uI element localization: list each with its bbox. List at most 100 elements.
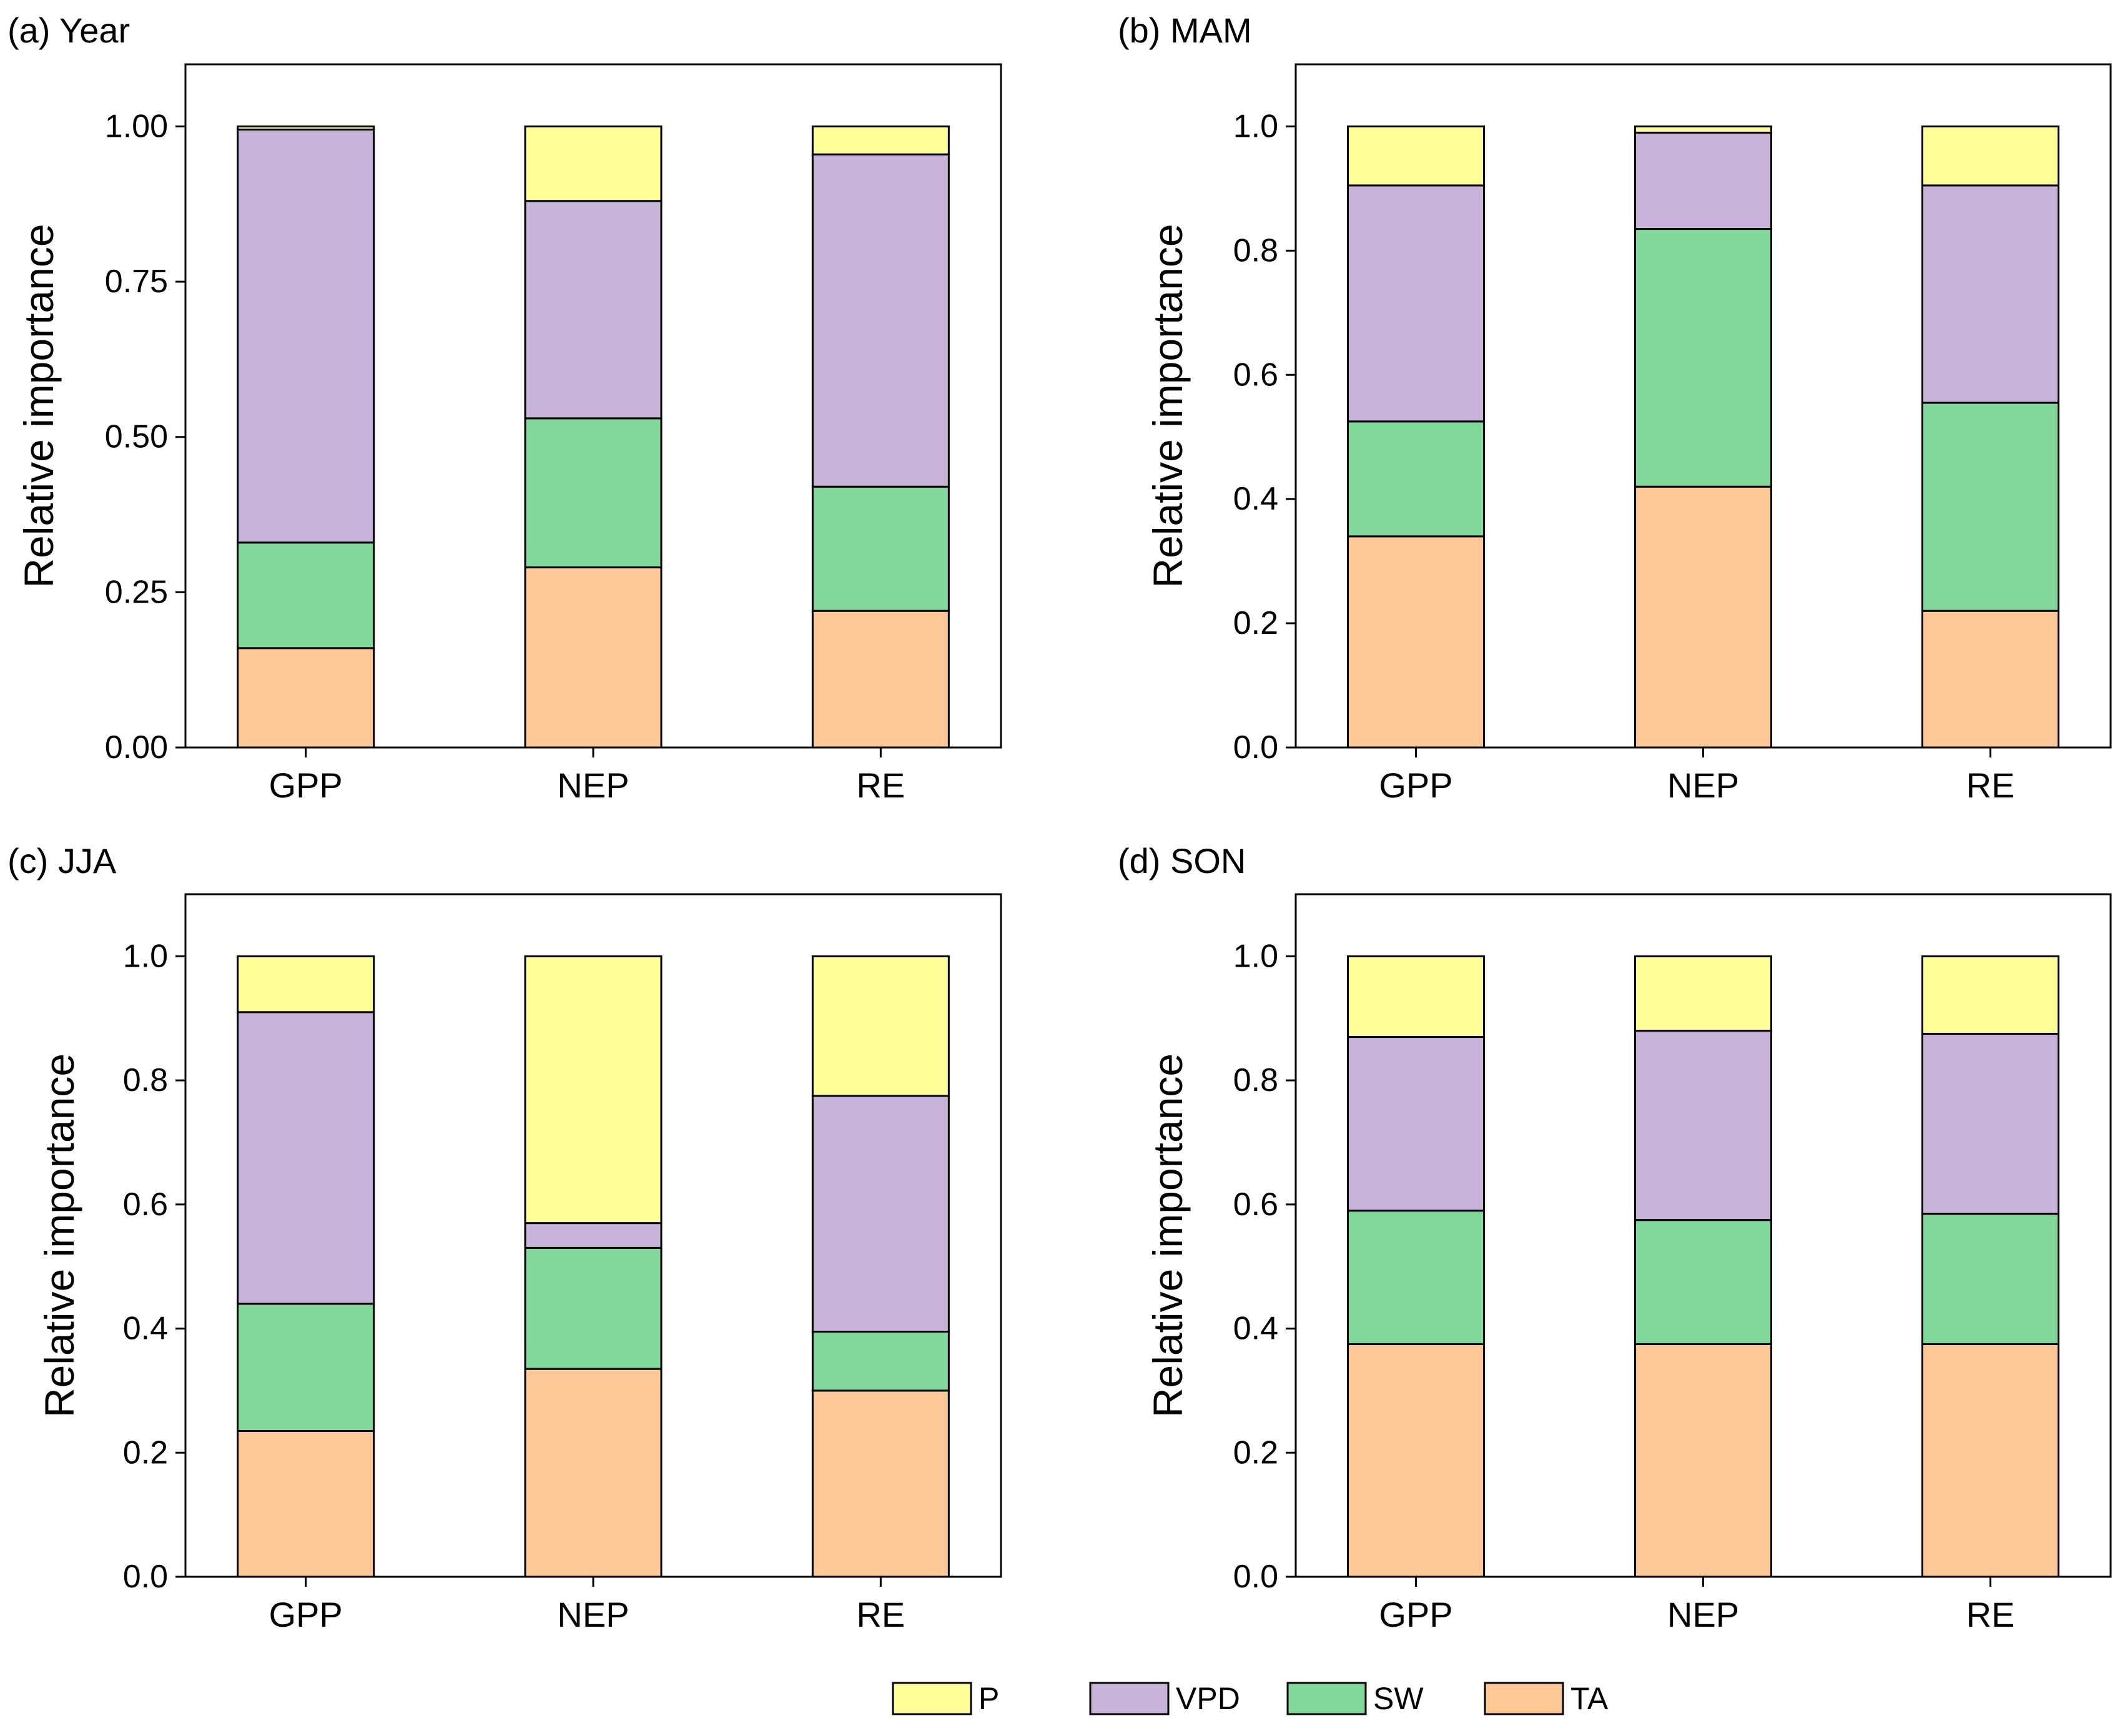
y-tick-label: 0.6	[1233, 1186, 1278, 1223]
x-tick-label: GPP	[269, 1595, 343, 1634]
plot-frame	[1294, 893, 2112, 1578]
x-tick-label: NEP	[1667, 1595, 1739, 1634]
y-tick-label: 1.0	[1233, 108, 1278, 144]
chart-panel-4: (d) SON Relative importance 0.0 0.2 0.4 0.6 0.…	[1118, 841, 2112, 1634]
y-tick-label: 1.00	[105, 108, 168, 144]
legend-swatch	[1089, 1682, 1170, 1715]
y-tick-label: 0.0	[1233, 1559, 1278, 1595]
bar-segment-re-vpd	[811, 153, 950, 488]
y-tick-label: 0.25	[105, 574, 168, 610]
x-tick-label: NEP	[557, 766, 629, 805]
bar-segment-gpp-p	[1346, 955, 1485, 1038]
y-tick-label: 0.75	[105, 264, 168, 300]
x-tick-label: RE	[856, 766, 905, 805]
legend-label: SW	[1373, 1681, 1424, 1716]
bar-segment-gpp-vpd	[237, 1011, 375, 1305]
y-tick-label: 0.2	[1233, 1434, 1278, 1471]
y-tick-label: 0.6	[123, 1186, 168, 1223]
bar-segment-gpp-ta	[1346, 1343, 1485, 1578]
chart-panel-1: (a) Year Relative importance 0.00 0.25 0.50 0…	[7, 11, 1002, 805]
y-tick-label: 0.8	[123, 1062, 168, 1098]
bar-segment-re-vpd	[1921, 184, 2060, 404]
legend-label: TA	[1570, 1681, 1609, 1716]
bar-segment-gpp-p	[237, 955, 375, 1013]
y-tick-label: 0.2	[123, 1434, 168, 1471]
legend-item-ta: TA	[1484, 1681, 1609, 1716]
bar-segment-nep-vpd	[1634, 131, 1772, 230]
bar-segment-gpp-ta	[237, 647, 375, 749]
bar-segment-gpp-ta	[1346, 535, 1485, 749]
y-tick-label: 0.50	[105, 419, 168, 455]
x-tick-label: GPP	[1379, 766, 1452, 805]
panel-title: (a) Year	[7, 11, 130, 50]
legend-swatch	[1286, 1682, 1367, 1715]
y-tick-label: 0.6	[1233, 357, 1278, 393]
y-tick-label: 0.2	[1233, 605, 1278, 641]
bar-segment-re-vpd	[811, 1095, 950, 1333]
x-tick-label: NEP	[1667, 766, 1739, 805]
bar-segment-gpp-sw	[237, 541, 375, 649]
plot-frame	[1294, 63, 2112, 749]
bar-segment-gpp-vpd	[237, 128, 375, 544]
chart-panel-3: (c) JJA Relative importance 0.0 0.2 0.4 0.6 0.…	[7, 841, 1002, 1634]
bar-segment-nep-ta	[524, 1368, 663, 1578]
panel-title: (b) MAM	[1118, 11, 1252, 50]
plot-frame	[184, 63, 1002, 749]
y-tick-label: 1.0	[1233, 938, 1278, 974]
y-axis-label: Relative importance	[36, 1053, 82, 1418]
bar-segment-re-p	[811, 125, 950, 155]
bar-segment-re-ta	[811, 609, 950, 749]
y-tick-label: 0.0	[1233, 729, 1278, 766]
bar-segment-gpp-p	[237, 125, 375, 131]
legend: P VPD SW TA	[892, 1681, 1609, 1716]
y-axis-label: Relative importance	[16, 224, 62, 588]
y-axis-label: Relative importance	[1145, 224, 1191, 588]
y-tick-label: 0.4	[1233, 481, 1278, 517]
bar-segment-re-sw	[811, 1331, 950, 1392]
y-axis-label: Relative importance	[1145, 1053, 1191, 1418]
bar-segment-gpp-vpd	[1346, 184, 1485, 423]
bar-segment-nep-vpd	[524, 1222, 663, 1249]
y-tick-label: 0.8	[1233, 1062, 1278, 1098]
x-tick-label: RE	[1966, 1595, 2015, 1634]
x-tick-label: GPP	[269, 766, 343, 805]
y-tick-label: 0.4	[123, 1311, 168, 1347]
y-tick-label: 0.8	[1233, 232, 1278, 269]
bar-segment-re-vpd	[1921, 1033, 2060, 1215]
bar-segment-re-p	[811, 955, 950, 1097]
bar-segment-nep-vpd	[1634, 1030, 1772, 1221]
bar-segment-nep-sw	[1634, 228, 1772, 488]
bar-segment-re-p	[1921, 125, 2060, 187]
y-tick-label: 1.0	[123, 938, 168, 974]
bar-segment-nep-p	[524, 125, 663, 202]
bar-segment-re-sw	[1921, 1213, 2060, 1345]
y-tick-label: 0.4	[1233, 1311, 1278, 1347]
bar-segment-re-ta	[1921, 609, 2060, 749]
legend-swatch	[1484, 1682, 1564, 1715]
bar-segment-nep-ta	[1634, 1343, 1772, 1578]
chart-panel-2: (b) MAM Relative importance 0.0 0.2 0.4 0.6 0.…	[1118, 11, 2112, 805]
legend-label: P	[979, 1681, 999, 1716]
bar-segment-re-ta	[1921, 1343, 2060, 1578]
legend-label: VPD	[1176, 1681, 1240, 1716]
legend-item-p: P	[892, 1681, 999, 1716]
bar-segment-re-ta	[811, 1389, 950, 1578]
bar-segment-gpp-vpd	[1346, 1036, 1485, 1212]
bar-segment-gpp-sw	[1346, 420, 1485, 538]
bar-segment-nep-ta	[1634, 485, 1772, 749]
x-tick-label: RE	[856, 1595, 905, 1634]
bar-segment-nep-sw	[1634, 1219, 1772, 1345]
bar-segment-gpp-ta	[237, 1429, 375, 1578]
bar-segment-nep-p	[524, 955, 663, 1225]
plot-frame	[184, 893, 1002, 1578]
bar-segment-nep-ta	[524, 566, 663, 749]
bar-segment-nep-sw	[524, 417, 663, 569]
bar-segment-re-p	[1921, 955, 2060, 1035]
y-tick-label: 0.00	[105, 729, 168, 766]
bar-segment-gpp-sw	[1346, 1210, 1485, 1345]
bar-segment-gpp-sw	[237, 1303, 375, 1432]
x-tick-label: RE	[1966, 766, 2015, 805]
legend-item-vpd: VPD	[1089, 1681, 1240, 1716]
y-tick-label: 0.0	[123, 1559, 168, 1595]
